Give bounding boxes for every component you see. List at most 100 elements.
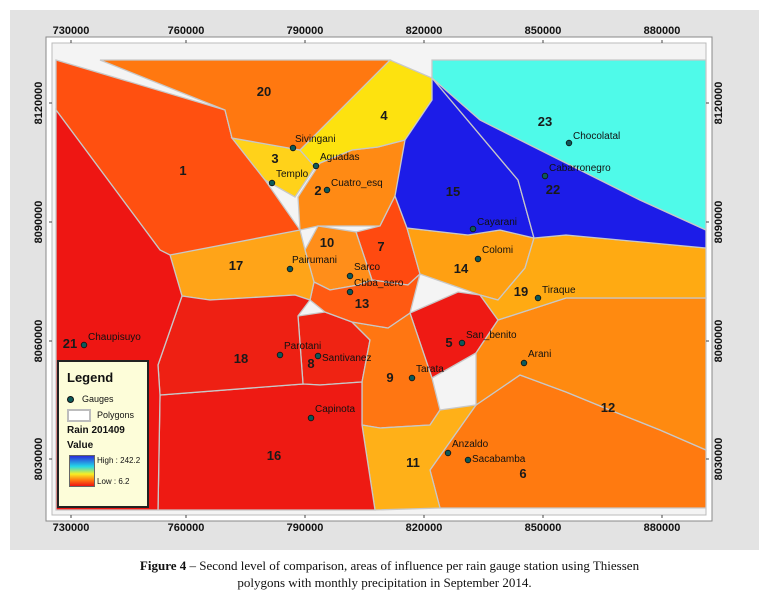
x-tick-label-top: 790000	[287, 25, 324, 37]
gauge-colomi-marker	[474, 255, 482, 263]
gauge-anzaldo-marker	[444, 449, 452, 457]
y-tick-label-right: 8060000	[713, 320, 725, 363]
gauge-templo-marker	[268, 179, 276, 187]
zone-2-label: 2	[314, 183, 321, 198]
y-tick-label-left: 8120000	[33, 82, 45, 125]
zone-5-label: 5	[445, 335, 452, 350]
gauge-cabarronegro-label: Cabarronegro	[549, 163, 611, 174]
legend-high-label: High : 242.2	[97, 456, 141, 465]
gauge-cuatro-esq-marker	[323, 186, 331, 194]
figure-caption: Figure 4 – Second level of comparison, a…	[0, 557, 769, 591]
gauge-arani-label: Arani	[528, 349, 551, 360]
y-tick-label-right: 8090000	[713, 201, 725, 244]
zone-16-polygon	[157, 381, 376, 511]
gauge-cabarronegro-marker	[541, 172, 549, 180]
x-tick-label-bottom: 880000	[644, 522, 681, 534]
legend-polygons-row: Polygons	[67, 409, 134, 422]
zone-20-label: 20	[257, 84, 271, 99]
zone-6-label: 6	[519, 466, 526, 481]
zone-12-label: 12	[601, 400, 615, 415]
gauge-pairumani-marker	[286, 265, 294, 273]
gauge-sarco-label: Sarco	[354, 262, 381, 273]
y-tick-label-right: 8030000	[713, 438, 725, 481]
x-tick-label-top: 760000	[168, 25, 205, 37]
zone-22-label: 22	[546, 182, 560, 197]
zone-11-label: 11	[406, 455, 420, 470]
legend-value-label: Value	[67, 440, 94, 451]
legend-low-label: Low : 6.2	[97, 477, 130, 486]
gauge-sivingani-marker	[289, 144, 297, 152]
x-tick-label-bottom: 730000	[53, 522, 90, 534]
gauge-cuatro-esq-label: Cuatro_esq	[331, 178, 383, 189]
zone-4-label: 4	[380, 108, 388, 123]
gauge-san-benito-label: San_benito	[466, 330, 517, 341]
gauge-parotani-marker	[276, 351, 284, 359]
gauge-cayarani-marker	[469, 225, 477, 233]
gauge-pairumani-label: Pairumani	[292, 255, 337, 266]
gauge-san-benito-marker	[458, 339, 466, 347]
zone-21-label: 21	[63, 336, 77, 351]
gauge-tarata-marker	[408, 374, 416, 382]
y-tick-label-left: 8060000	[33, 320, 45, 363]
zone-18-label: 18	[234, 351, 248, 366]
zone-17-label: 17	[229, 258, 243, 273]
x-tick-label-top: 820000	[406, 25, 443, 37]
polygon-symbol-icon	[67, 409, 91, 422]
gauge-sacabamba-marker	[464, 456, 472, 464]
gauge-tarata-label: Tarata	[416, 364, 444, 375]
gauge-anzaldo-label: Anzaldo	[452, 439, 489, 450]
x-tick-label-bottom: 850000	[525, 522, 562, 534]
zone-16-label: 16	[267, 448, 281, 463]
legend-gauges-row: Gauges	[67, 394, 114, 404]
gauge-cbba-aero-label: Cbba_aero	[354, 278, 404, 289]
gauge-tiraque-marker	[534, 294, 542, 302]
caption-figure-label: Figure 4	[139, 558, 187, 573]
legend-polygons-label: Polygons	[97, 409, 135, 420]
x-tick-label-bottom: 760000	[168, 522, 205, 534]
legend-gauges-label: Gauges	[82, 394, 114, 404]
caption-line-1: Figure 4 – Second level of comparison, a…	[0, 557, 769, 574]
zone-20-polygon	[99, 59, 392, 151]
gauge-chocolatal-marker	[565, 139, 573, 147]
zone-15-label: 15	[446, 184, 460, 199]
zone-1-label: 1	[179, 163, 186, 178]
gauge-chocolatal-label: Chocolatal	[573, 131, 620, 142]
gauge-santivanez-label: Santivanez	[322, 353, 371, 364]
gauge-capinota-label: Capinota	[315, 404, 355, 415]
x-tick-label-top: 730000	[53, 25, 90, 37]
gauge-cbba-aero-marker	[346, 288, 354, 296]
color-ramp	[69, 455, 95, 487]
zone-7-label: 7	[377, 239, 384, 254]
x-tick-label-bottom: 790000	[287, 522, 324, 534]
caption-text-2: polygons with monthly precipitation in S…	[237, 575, 532, 590]
gauge-templo-label: Templo	[276, 169, 309, 180]
zone-3-label: 3	[271, 151, 278, 166]
zone-13-polygon	[309, 272, 422, 329]
x-tick-label-top: 850000	[525, 25, 562, 37]
y-tick-label-left: 8090000	[33, 201, 45, 244]
zone-14-label: 14	[454, 261, 469, 276]
x-tick-label-bottom: 820000	[406, 522, 443, 534]
gauge-capinota-marker	[307, 414, 315, 422]
legend-title: Legend	[67, 370, 114, 385]
legend-raster-name: Rain 201409	[67, 425, 125, 436]
legend: Legend Gauges Polygons Rain 201409 Value…	[57, 360, 149, 508]
gauge-sivingani-label: Sivingani	[295, 134, 336, 145]
gauge-chaupisuyo-label: Chaupisuyo	[88, 332, 141, 343]
x-tick-label-top: 880000	[644, 25, 681, 37]
zone-8-label: 8	[307, 356, 314, 371]
zone-9-label: 9	[386, 370, 393, 385]
caption-text-1: – Second level of comparison, areas of i…	[186, 558, 640, 573]
gauge-cayarani-label: Cayarani	[477, 217, 517, 228]
gauge-aguadas-label: Aguadas	[320, 152, 359, 163]
zone-19-label: 19	[514, 284, 528, 299]
gauge-chaupisuyo-marker	[80, 341, 88, 349]
gauge-arani-marker	[520, 359, 528, 367]
gauge-tiraque-label: Tiraque	[542, 285, 576, 296]
gauge-dot-icon	[67, 396, 74, 404]
zone-15-polygon	[394, 76, 535, 239]
zone-10-label: 10	[320, 235, 334, 250]
gauge-aguadas-marker	[312, 162, 320, 170]
y-tick-label-left: 8030000	[33, 438, 45, 481]
